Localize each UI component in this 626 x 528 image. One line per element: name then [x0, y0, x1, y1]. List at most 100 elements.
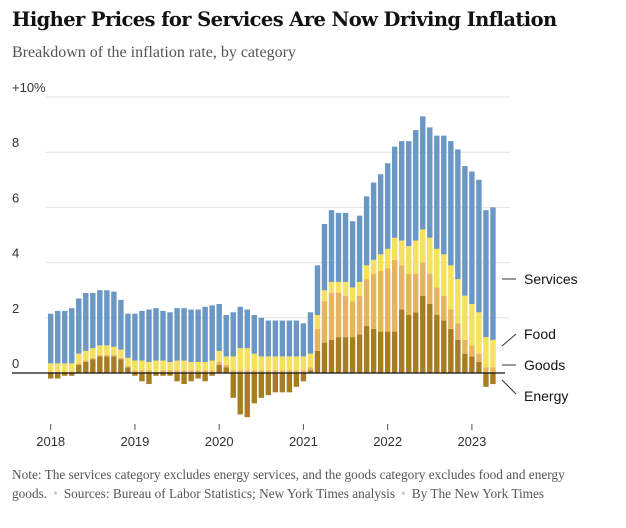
y-tick-label: 4	[12, 246, 19, 261]
bar-energy	[455, 339, 461, 373]
bar-services	[391, 146, 398, 238]
bar-services	[125, 313, 131, 358]
bar-food	[265, 356, 272, 371]
bar-food	[427, 237, 433, 274]
bar-goods	[420, 262, 426, 296]
bar-services	[104, 290, 110, 346]
bar-services	[48, 313, 54, 364]
bar-services	[441, 135, 447, 255]
bar-services	[307, 312, 314, 354]
bar-energy	[265, 373, 272, 396]
bar-goods	[90, 357, 96, 360]
bar-services	[251, 315, 257, 354]
bar-energy	[139, 373, 145, 382]
chart-subtitle: Breakdown of the inflation rate, by cate…	[12, 44, 296, 61]
bar-services	[146, 309, 152, 362]
bar-food	[363, 265, 370, 280]
bar-food	[307, 353, 314, 368]
separator-dot: •	[53, 486, 58, 501]
bar-energy	[420, 295, 426, 373]
bar-food	[370, 259, 377, 274]
bar-energy	[363, 326, 370, 373]
bar-food	[230, 356, 236, 371]
bar-food	[202, 361, 208, 371]
bar-food	[139, 360, 145, 371]
bar-goods	[76, 363, 82, 365]
x-tick-label: 2020	[205, 434, 234, 449]
bar-energy	[223, 367, 229, 373]
food-leader-line	[501, 333, 517, 347]
bar-energy	[69, 373, 75, 376]
bar-energy	[237, 373, 243, 415]
bar-energy	[62, 373, 68, 376]
bar-services	[139, 310, 145, 361]
bar-services	[455, 149, 461, 280]
bar-energy	[342, 337, 349, 373]
bar-energy	[307, 370, 314, 373]
bar-goods	[125, 366, 131, 368]
bar-energy	[202, 373, 208, 382]
x-tick-label: 2022	[373, 434, 402, 449]
bar-food	[216, 350, 222, 362]
bar-goods	[399, 265, 405, 310]
bar-food	[69, 363, 75, 372]
inflation-stacked-bar-chart: 0 2 4 6 8 +10% 2018 2019 2020 2021 2022 2023 Servi…	[12, 80, 578, 449]
bar-services	[272, 320, 279, 357]
axis: 2018 2019 2020 2021 2022 2023	[12, 372, 505, 449]
bar-energy	[293, 373, 300, 387]
bar-services	[167, 312, 173, 362]
bar-food	[153, 360, 159, 372]
bar-food	[384, 248, 391, 269]
bar-energy	[188, 373, 194, 382]
bar-energy	[279, 373, 286, 393]
bar-goods	[413, 273, 419, 313]
bar-services	[188, 309, 194, 362]
bar-energy	[104, 356, 110, 373]
bar-goods	[356, 295, 363, 335]
bar-food	[160, 360, 166, 371]
bar-services	[230, 312, 236, 357]
bar-goods	[307, 367, 314, 371]
bar-services	[476, 179, 482, 313]
bar-food	[356, 281, 363, 296]
bar-energy	[118, 359, 124, 373]
bar-goods	[279, 370, 286, 373]
byline-text: By The New York Times	[411, 486, 545, 501]
bar-food	[76, 353, 82, 364]
bar-food	[125, 357, 131, 367]
bar-services	[342, 212, 349, 282]
bar-goods	[483, 367, 489, 373]
bar-energy	[272, 373, 279, 393]
bar-goods	[406, 273, 412, 316]
bar-services	[258, 317, 264, 357]
bar-services	[377, 174, 384, 255]
bar-food	[167, 361, 173, 371]
bar-goods	[55, 371, 61, 373]
bar-services	[223, 315, 229, 357]
bar-goods	[104, 355, 110, 357]
bar-energy	[314, 350, 321, 373]
bar-services	[328, 210, 335, 282]
bar-goods	[286, 370, 293, 373]
x-tick-label: 2021	[289, 434, 318, 449]
bar-energy	[132, 373, 138, 376]
bar-food	[209, 360, 215, 371]
bar-goods	[202, 370, 208, 373]
bar-goods	[83, 360, 89, 362]
bar-food	[349, 287, 356, 302]
bar-services	[448, 141, 454, 266]
bar-goods	[448, 309, 454, 329]
bar-services	[384, 163, 391, 249]
sources-text: Sources: Bureau of Labor Statistics; New…	[63, 486, 396, 501]
bar-services	[216, 304, 222, 351]
bar-services	[118, 299, 124, 350]
bar-goods	[391, 259, 398, 332]
bar-services	[427, 127, 433, 238]
bar-services	[349, 221, 356, 288]
bar-food	[237, 348, 243, 371]
bar-goods	[216, 361, 222, 365]
bar-goods	[434, 287, 440, 316]
bar-food	[62, 363, 68, 372]
bar-food	[258, 356, 264, 371]
series-labels: Services Food Goods Energy	[501, 271, 578, 404]
